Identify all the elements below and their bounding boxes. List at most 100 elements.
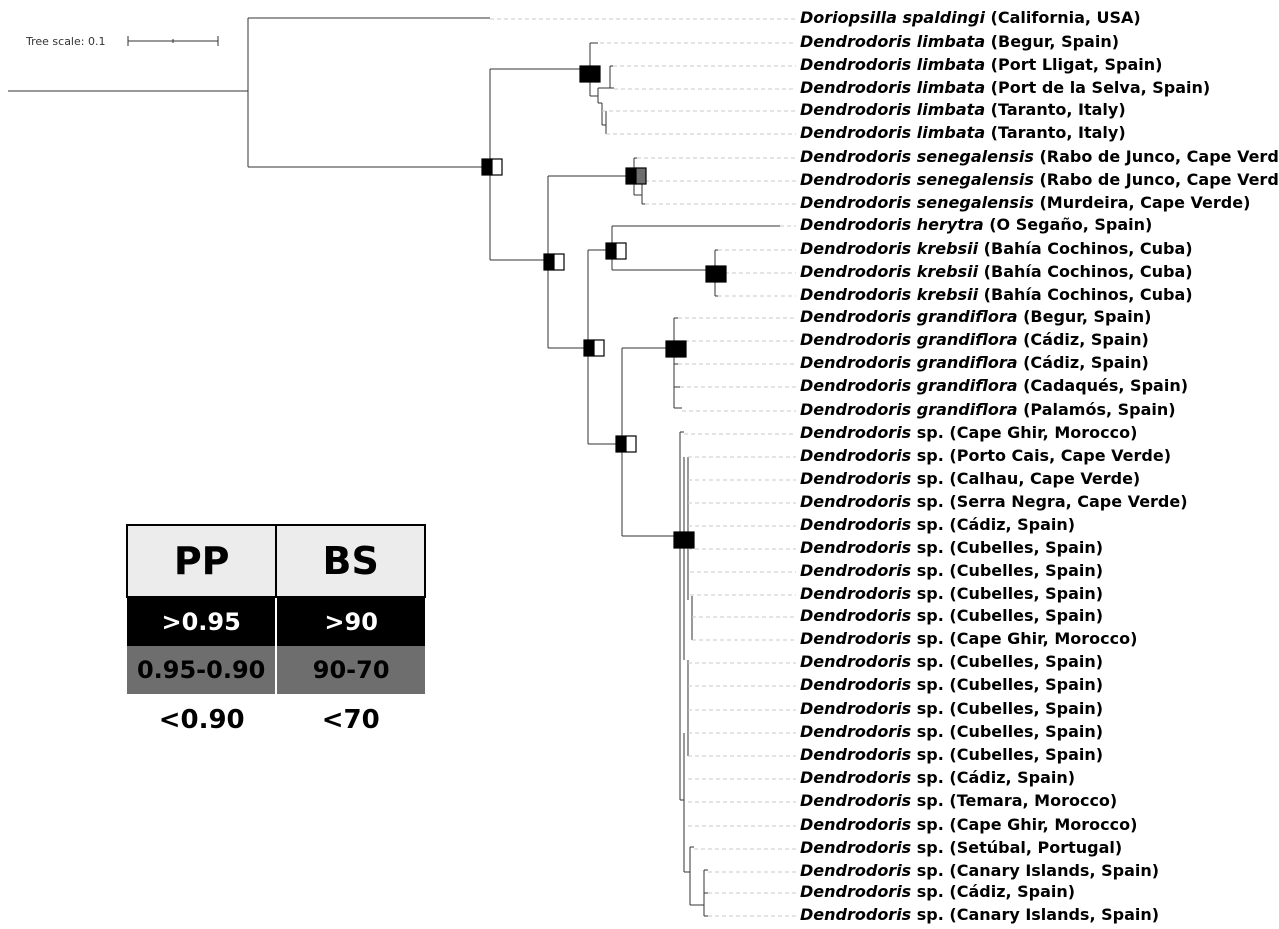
tip-label: Dendrodoris limbata (Taranto, Italy) xyxy=(800,124,1126,142)
tip-label: Dendrodoris sp. (Cubelles, Spain) xyxy=(800,723,1103,741)
tip-locality: (Cubelles, Spain) xyxy=(943,652,1104,671)
support-bs-box xyxy=(675,340,687,358)
tip-taxon-name: Dendrodoris limbata xyxy=(800,55,986,74)
legend-pp-high: >0.95 xyxy=(127,597,278,646)
tip-taxon-name: Dendrodoris xyxy=(800,561,912,580)
tip-label: Dendrodoris sp. (Cubelles, Spain) xyxy=(800,676,1103,694)
tip-locality: (Port Lligat, Spain) xyxy=(985,55,1163,74)
support-pp-box xyxy=(579,65,591,83)
tip-species-abbrev: sp. xyxy=(911,768,944,787)
tip-locality: (California, USA) xyxy=(984,8,1141,27)
tip-taxon-name: Dendrodoris xyxy=(800,699,912,718)
tip-species-abbrev: sp. xyxy=(911,861,944,880)
tip-locality: (Bahía Cochinos, Cuba) xyxy=(978,285,1193,304)
tip-taxon-name: Dendrodoris grandiflora xyxy=(800,353,1018,372)
tree-scale-label: Tree scale: 0.1 xyxy=(26,35,106,48)
support-pp-box xyxy=(605,242,617,260)
legend-row-high: >0.95 >90 xyxy=(127,597,425,646)
support-pp-box xyxy=(615,435,627,453)
tip-taxon-name: Dendrodoris xyxy=(800,606,912,625)
tip-taxon-name: Dendrodoris xyxy=(800,423,912,442)
tip-label: Dendrodoris herytra (O Segaño, Spain) xyxy=(800,216,1152,234)
tip-label: Dendrodoris sp. (Canary Islands, Spain) xyxy=(800,862,1159,880)
tip-locality: (Cádiz, Spain) xyxy=(943,515,1076,534)
tip-label: Dendrodoris sp. (Cubelles, Spain) xyxy=(800,607,1103,625)
tip-taxon-name: Dendrodoris xyxy=(800,469,912,488)
tip-label: Dendrodoris sp. (Setúbal, Portugal) xyxy=(800,839,1122,857)
support-bs-box xyxy=(593,339,605,357)
tip-taxon-name: Dendrodoris limbata xyxy=(800,123,986,142)
tip-species-abbrev: sp. xyxy=(911,469,944,488)
support-pp-box xyxy=(673,531,685,549)
tip-locality: (Calhau, Cape Verde) xyxy=(943,469,1141,488)
legend-row-mid: 0.95-0.90 90-70 xyxy=(127,646,425,694)
tip-taxon-name: Dendrodoris xyxy=(800,492,912,511)
tip-label: Dendrodoris krebsii (Bahía Cochinos, Cub… xyxy=(800,263,1193,281)
tip-taxon-name: Dendrodoris grandiflora xyxy=(800,400,1018,419)
tip-label: Dendrodoris sp. (Cubelles, Spain) xyxy=(800,585,1103,603)
tip-taxon-name: Dendrodoris limbata xyxy=(800,100,986,119)
tip-taxon-name: Dendrodoris xyxy=(800,768,912,787)
tip-species-abbrev: sp. xyxy=(911,584,944,603)
tip-label: Dendrodoris limbata (Port de la Selva, S… xyxy=(800,79,1210,97)
tip-locality: (Canary Islands, Spain) xyxy=(943,861,1160,880)
tip-label: Dendrodoris grandiflora (Cádiz, Spain) xyxy=(800,331,1149,349)
tip-label: Dendrodoris limbata (Taranto, Italy) xyxy=(800,101,1126,119)
tip-locality: (Cubelles, Spain) xyxy=(943,722,1104,741)
tip-taxon-name: Dendrodoris grandiflora xyxy=(800,307,1018,326)
support-bs-box xyxy=(553,253,565,271)
support-bs-box xyxy=(635,167,647,185)
tip-label: Dendrodoris krebsii (Bahía Cochinos, Cub… xyxy=(800,240,1193,258)
tip-label: Dendrodoris limbata (Port Lligat, Spain) xyxy=(800,56,1163,74)
tip-locality: (Cádiz, Spain) xyxy=(943,882,1076,901)
tip-taxon-name: Dendrodoris grandiflora xyxy=(800,376,1018,395)
legend-bs-low: <70 xyxy=(276,694,425,746)
tip-label: Dendrodoris grandiflora (Palamós, Spain) xyxy=(800,401,1176,419)
legend-row-low: <0.90 <70 xyxy=(127,694,425,746)
tip-label: Dendrodoris sp. (Canary Islands, Spain) xyxy=(800,906,1159,924)
tip-locality: (Begur, Spain) xyxy=(1017,307,1152,326)
tip-species-abbrev: sp. xyxy=(911,561,944,580)
tip-species-abbrev: sp. xyxy=(911,745,944,764)
legend-header-row: PP BS xyxy=(125,524,426,598)
tip-label: Dendrodoris senegalensis (Rabo de Junco,… xyxy=(800,171,1279,189)
tip-label: Dendrodoris grandiflora (Begur, Spain) xyxy=(800,308,1151,326)
tip-locality: (O Segaño, Spain) xyxy=(983,215,1153,234)
tip-species-abbrev: sp. xyxy=(911,699,944,718)
tip-label: Dendrodoris sp. (Cape Ghir, Morocco) xyxy=(800,630,1137,648)
tip-label: Dendrodoris senegalensis (Murdeira, Cape… xyxy=(800,194,1250,212)
tip-taxon-name: Dendrodoris xyxy=(800,722,912,741)
tip-label: Dendrodoris limbata (Begur, Spain) xyxy=(800,33,1119,51)
tip-taxon-name: Dendrodoris limbata xyxy=(800,32,986,51)
tip-taxon-name: Dendrodoris senegalensis xyxy=(800,170,1034,189)
tip-taxon-name: Dendrodoris senegalensis xyxy=(800,193,1034,212)
tip-taxon-name: Dendrodoris xyxy=(800,882,912,901)
support-pp-box xyxy=(665,340,677,358)
support-bs-box xyxy=(625,435,637,453)
tip-locality: (Cubelles, Spain) xyxy=(943,606,1104,625)
tip-taxon-name: Dendrodoris xyxy=(800,861,912,880)
tip-species-abbrev: sp. xyxy=(911,815,944,834)
tip-taxon-name: Dendrodoris xyxy=(800,584,912,603)
tip-taxon-name: Dendrodoris xyxy=(800,791,912,810)
legend-bs-mid: 90-70 xyxy=(276,646,425,694)
tip-species-abbrev: sp. xyxy=(911,606,944,625)
tip-label: Dendrodoris sp. (Cape Ghir, Morocco) xyxy=(800,424,1137,442)
tip-species-abbrev: sp. xyxy=(911,791,944,810)
tip-locality: (Canary Islands, Spain) xyxy=(943,905,1160,924)
legend-bs-high: >90 xyxy=(276,597,425,646)
tip-locality: (Cape Ghir, Morocco) xyxy=(943,629,1138,648)
tip-label: Dendrodoris sp. (Porto Cais, Cape Verde) xyxy=(800,447,1171,465)
tip-locality: (Palamós, Spain) xyxy=(1017,400,1176,419)
tip-label: Dendrodoris sp. (Cádiz, Spain) xyxy=(800,883,1075,901)
support-bs-box xyxy=(589,65,601,83)
legend-header-pp: PP xyxy=(125,524,278,598)
tip-locality: (Cadaqués, Spain) xyxy=(1017,376,1189,395)
support-bs-box xyxy=(491,158,503,176)
support-bs-box xyxy=(615,242,627,260)
tip-locality: (Cubelles, Spain) xyxy=(943,561,1104,580)
tip-label: Dendrodoris grandiflora (Cádiz, Spain) xyxy=(800,354,1149,372)
tip-taxon-name: Dendrodoris xyxy=(800,446,912,465)
tip-locality: (Porto Cais, Cape Verde) xyxy=(943,446,1172,465)
